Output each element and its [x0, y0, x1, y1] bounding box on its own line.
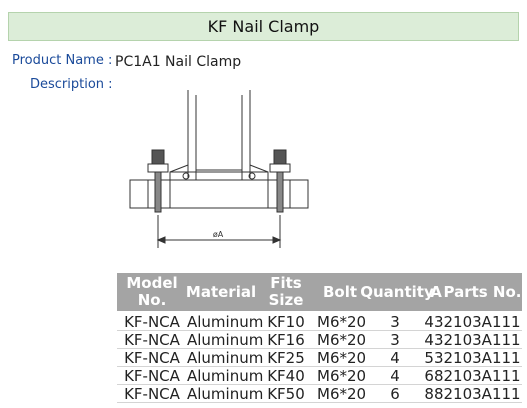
- bolt-head: [273, 149, 287, 165]
- table-header: Model No. Material Fits Size Bolt Quantity A P…: [117, 273, 522, 311]
- table-cell: M6*20: [317, 313, 367, 331]
- column-header: Material: [185, 282, 257, 301]
- table-row: KF-NCA Aluminum KF10 M6*20 3 432103A111: [117, 312, 522, 331]
- bolt: [276, 171, 284, 213]
- base: [129, 179, 309, 209]
- table-cell: KF16: [267, 331, 305, 349]
- table-cell: M6*20: [317, 385, 367, 403]
- table-cell: 4: [390, 367, 400, 385]
- bolt: [154, 171, 162, 213]
- clamp: [147, 163, 169, 173]
- table-cell: Aluminum: [187, 385, 264, 403]
- table-cell: Aluminum: [187, 367, 264, 385]
- o-ring: [248, 172, 256, 180]
- table-cell: 882103A111: [424, 385, 521, 403]
- table-row: KF-NCA Aluminum KF25 M6*20 4 532103A111: [117, 348, 522, 367]
- column-header: Bolt: [322, 282, 358, 301]
- bolt-head: [151, 149, 165, 165]
- table-cell: M6*20: [317, 349, 367, 367]
- column-header: Model No.: [126, 274, 178, 309]
- o-ring: [182, 172, 190, 180]
- column-header: Quantity: [360, 282, 434, 301]
- table-cell: KF-NCA: [124, 367, 180, 385]
- clamp-drawing: øA: [129, 90, 309, 248]
- table-cell: KF-NCA: [124, 331, 180, 349]
- table-cell: M6*20: [317, 331, 367, 349]
- dimension-arrow: [156, 236, 282, 244]
- table-cell: KF25: [267, 349, 305, 367]
- product-name: PC1A1 Nail Clamp: [115, 54, 242, 70]
- column-header: Fits Size: [268, 274, 304, 309]
- table-cell: KF40: [267, 367, 305, 385]
- description-label: Description :: [30, 77, 113, 92]
- table-cell: Aluminum: [187, 349, 264, 367]
- table-cell: 3: [390, 331, 400, 349]
- table-cell: KF50: [267, 385, 305, 403]
- table-cell: 432103A111: [424, 331, 521, 349]
- clamp: [269, 163, 291, 173]
- table-cell: 432103A111: [424, 313, 521, 331]
- product-name-label: Product Name :: [12, 53, 113, 68]
- table-cell: 6: [390, 385, 400, 403]
- column-header: Parts No.: [443, 282, 522, 301]
- page-title: KF Nail Clamp: [8, 12, 519, 41]
- table-cell: 3: [390, 313, 400, 331]
- table-cell: KF10: [267, 313, 305, 331]
- table-cell: KF-NCA: [124, 385, 180, 403]
- table-cell: KF-NCA: [124, 349, 180, 367]
- column-header: A: [430, 282, 442, 301]
- table-cell: Aluminum: [187, 313, 264, 331]
- table-row: KF-NCA Aluminum KF50 M6*20 6 882103A111: [117, 384, 522, 403]
- table-cell: 682103A111: [424, 367, 521, 385]
- table-row: KF-NCA Aluminum KF16 M6*20 3 432103A111: [117, 330, 522, 349]
- table-row: KF-NCA Aluminum KF40 M6*20 4 682103A111: [117, 366, 522, 385]
- table-cell: Aluminum: [187, 331, 264, 349]
- table-cell: 4: [390, 349, 400, 367]
- table-cell: M6*20: [317, 367, 367, 385]
- table-cell: 532103A111: [424, 349, 521, 367]
- dimension-label: øA: [213, 230, 224, 239]
- table-cell: KF-NCA: [124, 313, 180, 331]
